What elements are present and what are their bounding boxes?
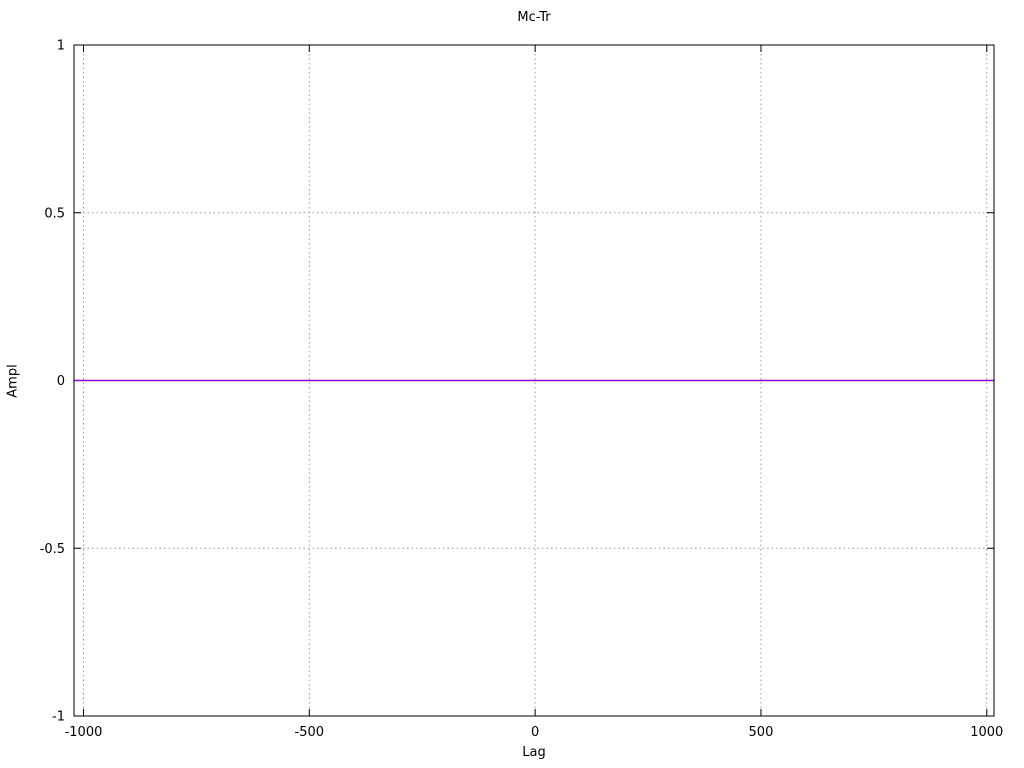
y-tick-label: 1 bbox=[57, 39, 65, 54]
y-tick-label: -0.5 bbox=[40, 542, 65, 557]
x-tick-label: 500 bbox=[749, 725, 774, 740]
x-tick-label: -1000 bbox=[65, 725, 103, 740]
plot-border bbox=[73, 44, 995, 717]
x-tick-label: 0 bbox=[531, 725, 539, 740]
y-tick-label: 0.5 bbox=[44, 206, 65, 221]
chart-title: Mc-Tr bbox=[517, 10, 551, 25]
x-axis-label: Lag bbox=[522, 745, 546, 760]
x-tick-label: -500 bbox=[295, 725, 325, 740]
y-tick-label: -1 bbox=[52, 710, 65, 725]
x-tick-label: 1000 bbox=[970, 725, 1003, 740]
y-tick-label: 0 bbox=[57, 374, 65, 389]
